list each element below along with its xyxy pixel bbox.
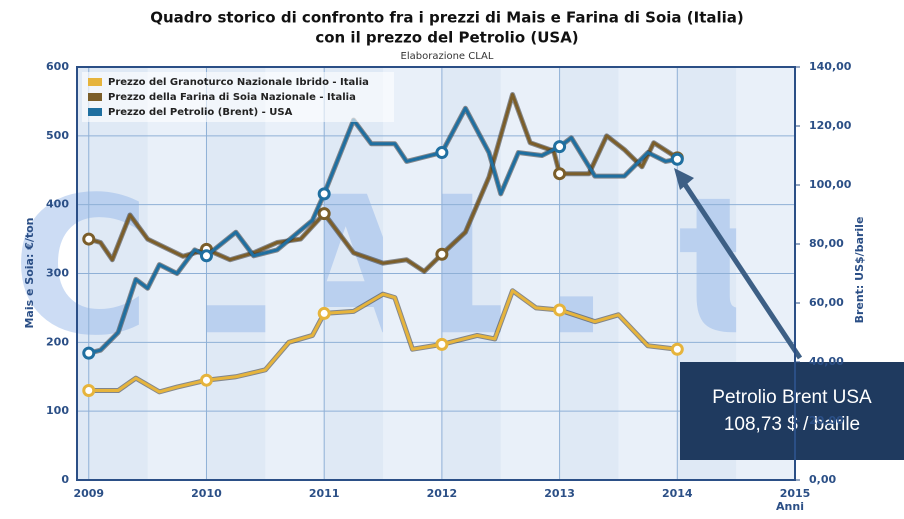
legend-swatch: [88, 78, 102, 86]
x-axis-label: Anni: [776, 500, 804, 513]
plot-border: [76, 66, 796, 481]
y2-axis-label: Brent: US$/barile: [853, 217, 866, 324]
series-line: [88, 93, 679, 273]
point: [670, 152, 684, 166]
point: [317, 187, 331, 201]
annotation-arrowhead: [674, 168, 694, 190]
y2-tick-label: 120,00: [809, 119, 852, 132]
legend-label: Prezzo della Farina di Soia Nazionale - …: [108, 92, 356, 103]
point: [553, 303, 567, 317]
x-tick-label: 2015: [780, 487, 811, 500]
y-tick-label: 400: [46, 198, 69, 211]
point: [199, 373, 213, 387]
y-tick-label: 0: [61, 473, 69, 486]
point: [317, 207, 331, 221]
y2-tick-label: 140,00: [809, 60, 852, 73]
x-tick-label: 2010: [191, 487, 222, 500]
point: [199, 249, 213, 263]
chart-title: con il prezzo del Petrolio (USA): [315, 29, 578, 47]
x-tick-label: 2013: [544, 487, 575, 500]
point: [435, 146, 449, 160]
legend: Prezzo del Granoturco Nazionale Ibrido -…: [82, 72, 394, 122]
y-tick-label: 600: [46, 60, 69, 73]
legend-label: Prezzo del Petrolio (Brent) - USA: [108, 107, 293, 118]
point: [435, 337, 449, 351]
y2-tick-label: 20,00: [809, 414, 844, 427]
y2-tick-label: 80,00: [809, 237, 844, 250]
y-tick-label: 500: [46, 129, 69, 142]
point: [82, 384, 96, 398]
x-tick-label: 2012: [427, 487, 458, 500]
point: [82, 346, 96, 360]
y2-tick-label: 100,00: [809, 178, 852, 191]
legend-swatch: [88, 108, 102, 116]
y-axis-label: Mais e Soia: €/ton: [23, 217, 36, 328]
annotation-text: 108,73 $ / barile: [724, 414, 860, 435]
series-line: [88, 106, 678, 355]
point: [553, 140, 567, 154]
lines: [82, 92, 684, 398]
annotation-box: [680, 362, 904, 460]
annotation-arrow: [679, 178, 803, 360]
y2-tick-label: 40,00: [809, 355, 844, 368]
point: [670, 342, 684, 356]
y2-tick-label: 60,00: [809, 296, 844, 309]
x-tick-label: 2014: [662, 487, 693, 500]
y-tick-label: 200: [46, 335, 69, 348]
y-tick-label: 300: [46, 267, 69, 280]
point: [435, 247, 449, 261]
chart-subtitle: Elaborazione CLAL: [401, 51, 494, 62]
y-tick-label: 100: [46, 404, 69, 417]
legend-label: Prezzo del Granoturco Nazionale Ibrido -…: [108, 77, 369, 88]
chart-title: Quadro storico di confronto fra i prezzi…: [150, 9, 744, 27]
legend-swatch: [88, 93, 102, 101]
x-tick-label: 2011: [309, 487, 340, 500]
point: [82, 232, 96, 246]
point: [317, 306, 331, 320]
y2-tick-label: 0,00: [809, 473, 836, 486]
legend-box: [82, 72, 394, 122]
x-tick-label: 2009: [73, 487, 104, 500]
point: [553, 167, 567, 181]
annotation-text: Petrolio Brent USA: [712, 387, 872, 408]
